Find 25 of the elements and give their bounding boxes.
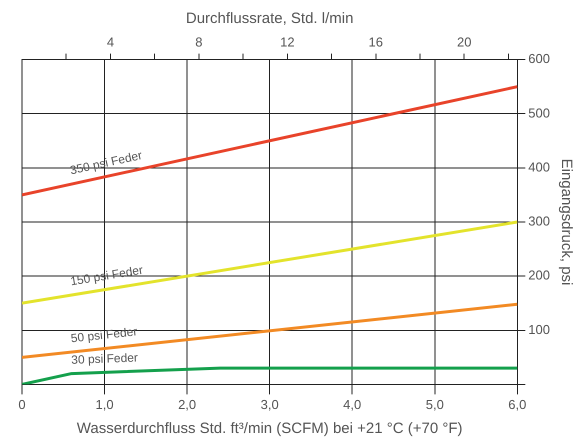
y-axis-title: Eingangsdruck, psi: [558, 158, 575, 286]
y-tick-label: 300: [528, 214, 550, 229]
text: 50 psi Feder: [70, 324, 138, 346]
text: 150 psi Feder: [69, 262, 144, 288]
x2-tick-label: 16: [368, 34, 384, 50]
text: 350 psi Feder: [68, 148, 144, 178]
x-tick-label: 0: [18, 396, 26, 412]
x-tick-label: 1,0: [96, 396, 114, 412]
y-tick-label: 100: [528, 322, 550, 337]
x-tick-label: 5,0: [426, 396, 444, 412]
x2-tick-label: 12: [280, 34, 295, 50]
y-tick-label: 600: [528, 51, 550, 66]
x-tick-label: 3,0: [260, 396, 279, 412]
x-axis-title: Wasserdurchfluss Std. ft³/min (SCFM) bei +21 °C (+70 °F): [76, 420, 463, 438]
x2-axis-title: Durchflussrate, Std. l/min: [186, 10, 354, 28]
x2-tick-label: 8: [195, 34, 203, 50]
series-label: 30 psi Feder: [71, 350, 138, 367]
x2-tick-label: 20: [457, 34, 472, 50]
x2-tick-label: 4: [106, 34, 114, 50]
x-tick-label: 2,0: [178, 396, 196, 412]
x-tick-label: 4,0: [343, 396, 362, 412]
y-tick-label: 400: [528, 159, 550, 174]
y-tick-label: 500: [528, 105, 550, 120]
y-tick-label: 200: [528, 268, 550, 283]
x-tick-label: 6,0: [508, 396, 526, 412]
